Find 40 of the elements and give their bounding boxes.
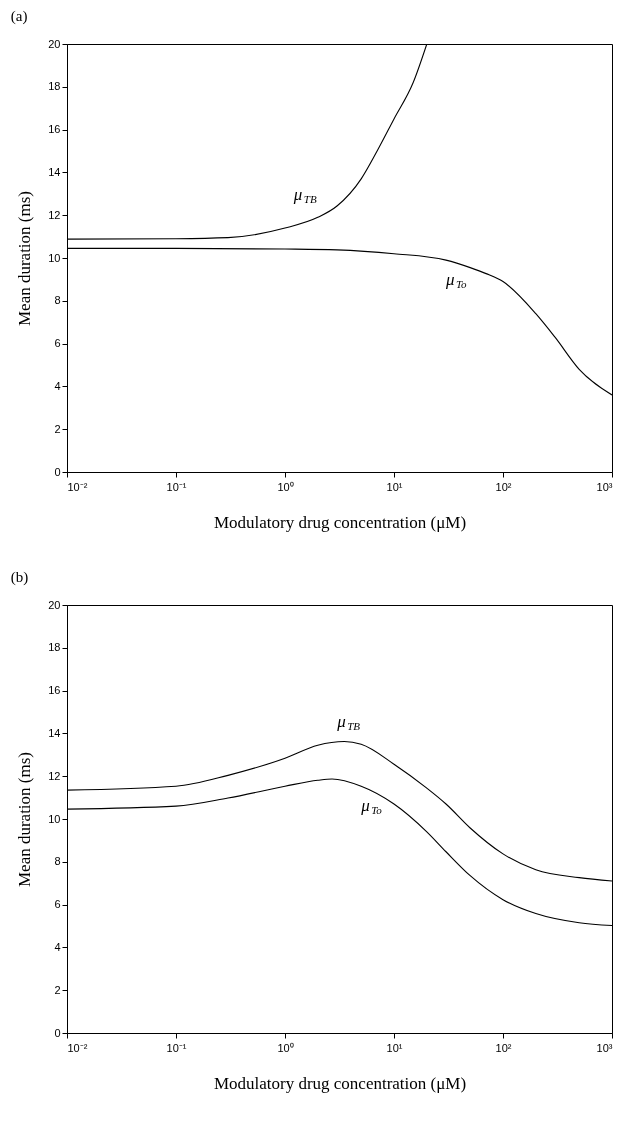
y-tick-label: 14: [48, 726, 61, 739]
y-tick-label: 12: [48, 769, 61, 782]
x-axis-title: Modulatory drug concentration (μM): [213, 512, 467, 532]
y-tick-label: 8: [54, 294, 61, 307]
y-tick-label: 4: [54, 379, 61, 392]
chart-title: (b): [10, 569, 29, 586]
x-tick-label: 10²: [495, 480, 512, 493]
x-tick-label: 10⁻¹: [166, 1041, 187, 1054]
y-tick-label: 14: [48, 165, 61, 178]
y-tick-label: 12: [48, 208, 61, 221]
x-axis-title: Modulatory drug concentration (μM): [213, 1073, 467, 1093]
x-tick-label: 10⁰: [277, 1041, 294, 1054]
x-tick-label: 10⁰: [277, 480, 294, 493]
x-tick-label: 10¹: [386, 480, 403, 493]
y-tick-label: 18: [48, 641, 61, 654]
y-tick-label: 6: [54, 337, 61, 350]
y-tick-label: 20: [48, 37, 61, 50]
y-tick-label: 10: [48, 251, 61, 264]
y-tick-label: 8: [54, 855, 61, 868]
y-tick-label: 10: [48, 812, 61, 825]
y-tick-label: 0: [54, 1026, 61, 1039]
x-tick-label: 10³: [596, 480, 613, 493]
x-tick-label: 10⁻¹: [166, 480, 187, 493]
y-tick-label: 0: [54, 465, 61, 478]
y-tick-label: 2: [54, 422, 61, 435]
y-tick-label: 2: [54, 983, 61, 996]
x-tick-label: 10²: [495, 1041, 512, 1054]
x-tick-label: 10³: [596, 1041, 613, 1054]
y-tick-label: 16: [48, 123, 61, 136]
y-tick-label: 20: [48, 598, 61, 611]
y-axis-title: Mean duration (ms): [15, 751, 35, 888]
x-tick-label: 10¹: [386, 1041, 403, 1054]
chart-title: (a): [10, 8, 28, 25]
x-tick-label: 10⁻²: [67, 1041, 88, 1054]
x-tick-label: 10⁻²: [67, 480, 88, 493]
y-tick-label: 16: [48, 684, 61, 697]
y-tick-label: 6: [54, 898, 61, 911]
y-tick-label: 4: [54, 940, 61, 953]
y-tick-label: 18: [48, 80, 61, 93]
y-axis-title: Mean duration (ms): [15, 190, 35, 327]
